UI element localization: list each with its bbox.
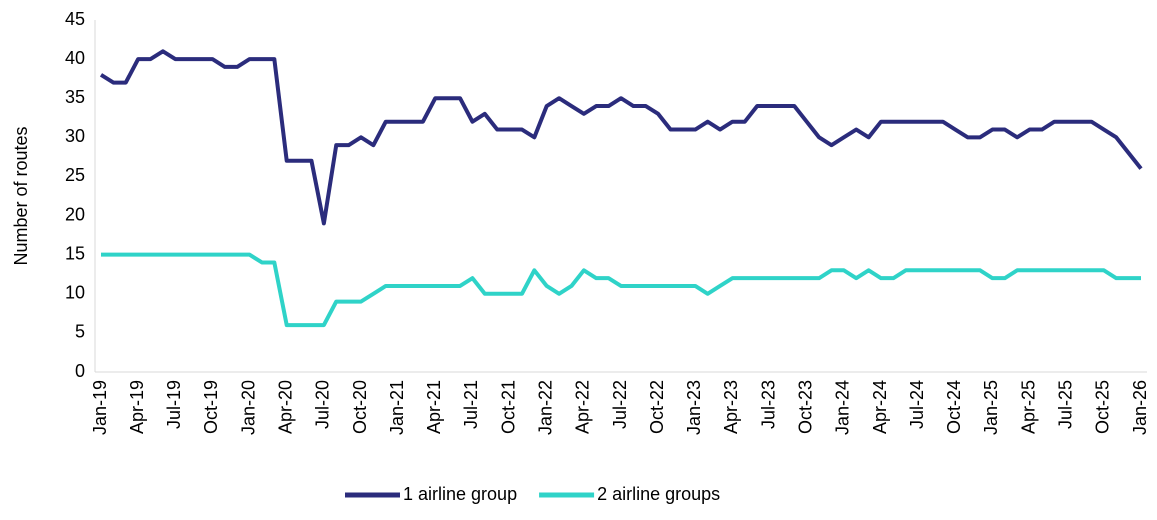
x-tick-label: Jul-21 bbox=[461, 380, 481, 429]
x-tick-label: Jul-23 bbox=[758, 380, 778, 429]
x-tick-label: Apr-19 bbox=[127, 380, 147, 434]
y-tick-label: 10 bbox=[65, 283, 85, 303]
x-tick-label: Jan-22 bbox=[535, 380, 555, 435]
x-tick-label: Jan-21 bbox=[387, 380, 407, 435]
x-tick-label: Oct-25 bbox=[1093, 380, 1113, 434]
x-tick-label: Jan-19 bbox=[90, 380, 110, 435]
x-tick-label: Oct-21 bbox=[498, 380, 518, 434]
x-tick-label: Jan-24 bbox=[833, 380, 853, 435]
x-tick-label: Jan-25 bbox=[981, 380, 1001, 435]
x-tick-label: Jul-19 bbox=[164, 380, 184, 429]
x-tick-label: Oct-20 bbox=[350, 380, 370, 434]
y-tick-label: 30 bbox=[65, 126, 85, 146]
y-tick-label: 15 bbox=[65, 243, 85, 263]
series-line bbox=[101, 252, 1141, 328]
legend-label: 2 airline groups bbox=[597, 484, 720, 504]
x-tick-label: Jul-20 bbox=[313, 380, 333, 429]
x-tick-label: Oct-23 bbox=[795, 380, 815, 434]
x-tick-label: Apr-21 bbox=[424, 380, 444, 434]
y-tick-label: 45 bbox=[65, 9, 85, 29]
x-tick-label: Apr-20 bbox=[275, 380, 295, 434]
x-tick-label: Jan-23 bbox=[684, 380, 704, 435]
x-tick-label: Apr-23 bbox=[721, 380, 741, 434]
x-tick-label: Apr-24 bbox=[870, 380, 890, 434]
y-axis-label: Number of routes bbox=[11, 126, 31, 265]
y-tick-label: 20 bbox=[65, 204, 85, 224]
x-tick-label: Jul-24 bbox=[907, 380, 927, 429]
x-tick-label: Jan-20 bbox=[238, 380, 258, 435]
x-tick-label: Jul-25 bbox=[1055, 380, 1075, 429]
y-tick-label: 5 bbox=[75, 322, 85, 342]
x-tick-label: Jul-22 bbox=[610, 380, 630, 429]
y-tick-label: 35 bbox=[65, 87, 85, 107]
x-tick-label: Oct-22 bbox=[647, 380, 667, 434]
x-tick-label: Oct-19 bbox=[201, 380, 221, 434]
x-tick-label: Oct-24 bbox=[944, 380, 964, 434]
legend-label: 1 airline group bbox=[403, 484, 517, 504]
y-tick-label: 40 bbox=[65, 48, 85, 68]
x-tick-label: Apr-22 bbox=[573, 380, 593, 434]
x-tick-label: Apr-25 bbox=[1018, 380, 1038, 434]
y-tick-label: 25 bbox=[65, 165, 85, 185]
x-tick-label: Jan-26 bbox=[1130, 380, 1150, 435]
y-tick-label: 0 bbox=[75, 361, 85, 381]
series-line bbox=[99, 49, 1143, 226]
